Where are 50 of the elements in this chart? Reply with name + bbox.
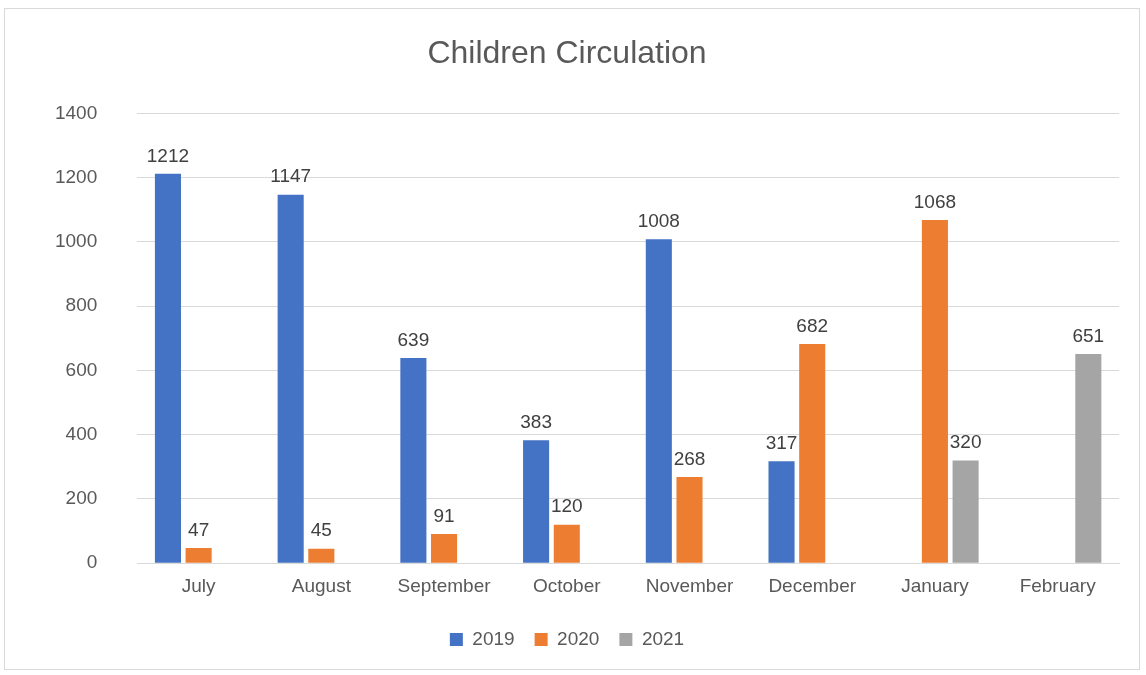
bar <box>768 461 795 563</box>
data-label: 268 <box>673 447 706 469</box>
bar <box>431 533 458 563</box>
data-label: 651 <box>1072 324 1105 346</box>
bar <box>185 548 212 563</box>
data-label: 91 <box>433 504 455 526</box>
data-label: 1212 <box>146 144 190 166</box>
bar <box>553 524 580 563</box>
data-label: 317 <box>765 432 798 454</box>
bar <box>676 477 703 563</box>
bar <box>799 344 826 563</box>
y-tick-label: 1000 <box>54 230 98 252</box>
data-label: 1008 <box>637 210 680 232</box>
bar <box>523 440 550 563</box>
x-tick-label: July <box>181 574 217 596</box>
data-label: 1147 <box>270 165 312 187</box>
bar <box>645 239 672 563</box>
data-label: 682 <box>796 314 829 336</box>
data-label: 120 <box>550 495 583 517</box>
bar <box>277 194 304 563</box>
data-label: 320 <box>949 431 982 453</box>
y-tick-label: 0 <box>86 551 98 573</box>
y-tick-label: 400 <box>65 422 98 444</box>
legend-label: 2020 <box>557 627 600 649</box>
data-label: 1068 <box>913 190 957 212</box>
x-tick-label: October <box>532 574 602 596</box>
legend-label: 2021 <box>641 627 685 649</box>
chart-title: Children Circulation <box>427 34 707 71</box>
bar <box>308 548 335 563</box>
y-tick-label: 800 <box>65 294 98 316</box>
y-tick-label: 200 <box>65 487 98 509</box>
y-tick-label: 1400 <box>54 101 98 123</box>
x-tick-label: August <box>291 574 352 596</box>
bar <box>154 173 181 563</box>
data-label: 47 <box>188 518 210 540</box>
x-tick-label: January <box>901 574 970 596</box>
x-tick-label: September <box>397 574 492 596</box>
y-tick-label: 600 <box>65 358 98 380</box>
data-label: 639 <box>397 328 430 350</box>
bar <box>400 357 427 563</box>
x-tick-label: February <box>1019 574 1097 596</box>
x-tick-label: December <box>768 574 857 596</box>
bar <box>952 460 979 563</box>
bar <box>1075 354 1102 563</box>
legend-label: 2019 <box>472 627 515 649</box>
bar <box>921 220 948 563</box>
data-label: 45 <box>310 519 332 541</box>
data-label: 383 <box>520 410 552 432</box>
y-tick-label: 1200 <box>54 165 98 187</box>
x-tick-label: November <box>645 574 734 596</box>
